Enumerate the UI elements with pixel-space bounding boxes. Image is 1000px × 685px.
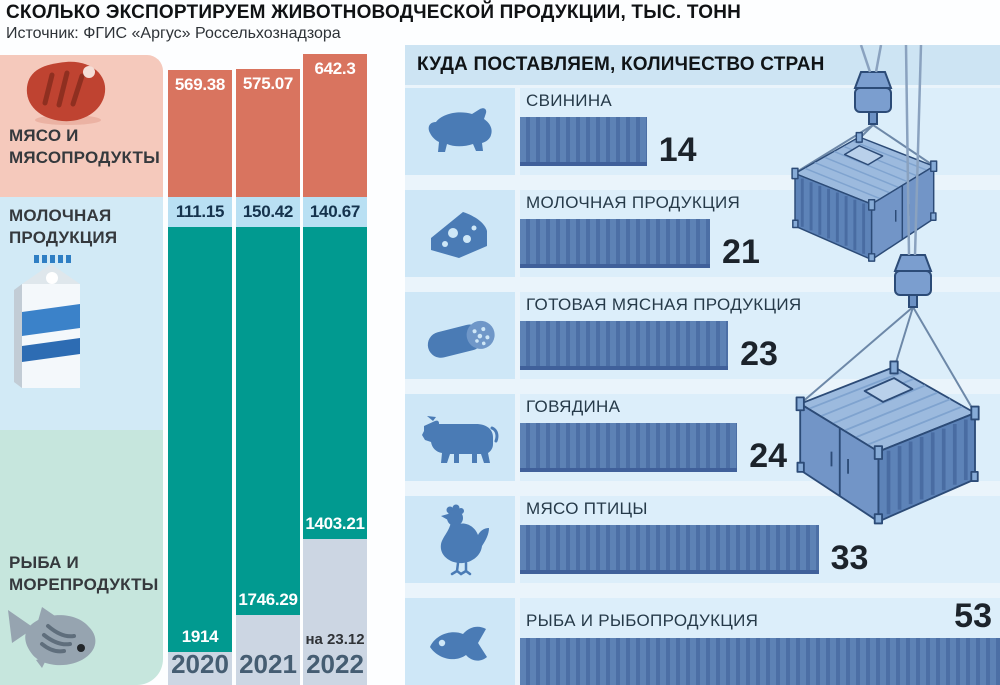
meat-value: 569.38	[174, 75, 226, 95]
row-dairy: МОЛОЧНАЯ ПРОДУКЦИЯ 21	[405, 190, 1000, 277]
bar-column-2020: 2020 1914 111.15 569.38	[168, 0, 232, 685]
country-count-bar	[520, 638, 1000, 685]
fish-bar-2020: 1914	[168, 227, 232, 653]
bar-column-2022: на 23.12 2022 1403.21 140.67 642.3	[303, 0, 367, 685]
fish-bar-2021: 1746.29	[236, 227, 300, 616]
meat-value: 575.07	[242, 74, 294, 94]
page-title: СКОЛЬКО ЭКСПОРТИРУЕМ ЖИВОТНОВОДЧЕСКОЙ ПР…	[6, 2, 742, 23]
dairy-band-2020: 111.15	[168, 197, 232, 227]
year-label: 2021	[239, 649, 297, 679]
bar-column-2021: 2021 1746.29 150.42 575.07	[236, 0, 300, 685]
dairy-value: 140.67	[309, 202, 361, 221]
fish-icon	[6, 598, 101, 673]
country-count: 24	[749, 436, 788, 475]
row-content: РЫБА И РЫБОПРОДУКЦИЯ 53	[520, 598, 1000, 685]
row-content: МЯСО ПТИЦЫ 33	[520, 496, 1000, 583]
meat-value: 642.3	[314, 59, 356, 79]
row-label: ГОТОВАЯ МЯСНАЯ ПРОДУКЦИЯ	[526, 295, 802, 314]
dairy-value: 150.42	[242, 202, 294, 221]
fish-category-panel: РЫБА И МОРЕПРОДУКТЫ	[0, 430, 163, 685]
row-content: СВИНИНА 14	[520, 88, 1000, 175]
destinations-title: КУДА ПОСТАВЛЯЕМ, КОЛИЧЕСТВО СТРАН	[417, 54, 825, 75]
row-label: СВИНИНА	[526, 91, 613, 110]
milk-carton-icon	[12, 252, 90, 392]
row-label: ГОВЯДИНА	[526, 397, 621, 416]
country-count-bar	[520, 423, 738, 472]
row-beef: ГОВЯДИНА 24	[405, 394, 1000, 481]
country-count: 53	[954, 597, 992, 635]
country-count: 23	[740, 334, 778, 373]
source-note: Источник: ФГИС «Аргус» Россельхознадзора	[6, 25, 341, 42]
meat-category-label: МЯСО И МЯСОПРОДУКТЫ	[9, 126, 160, 168]
row-label: МЯСО ПТИЦЫ	[526, 499, 648, 518]
dairy-category-panel: МОЛОЧНАЯ ПРОДУКЦИЯ	[0, 197, 163, 430]
chicken-icon	[405, 496, 515, 583]
country-count: 33	[830, 538, 869, 577]
fish-value: 1403.21	[305, 513, 365, 533]
meat-bar-2022: 642.3	[303, 54, 367, 197]
row-content: МОЛОЧНАЯ ПРОДУКЦИЯ 21	[520, 190, 1000, 277]
row-fish: РЫБА И РЫБОПРОДУКЦИЯ 53	[405, 598, 1000, 685]
row-label: МОЛОЧНАЯ ПРОДУКЦИЯ	[526, 193, 741, 212]
cow-icon	[405, 394, 515, 481]
row-content: ГОТОВАЯ МЯСНАЯ ПРОДУКЦИЯ 23	[520, 292, 1000, 379]
row-pork: СВИНИНА 14	[405, 88, 1000, 175]
year-label: 2020	[171, 649, 229, 679]
meat-category-panel: МЯСО И МЯСОПРОДУКТЫ	[0, 55, 163, 197]
dairy-category-label: МОЛОЧНАЯ ПРОДУКЦИЯ	[9, 206, 118, 248]
meat-bar-2021: 575.07	[236, 69, 300, 197]
country-count-bar	[520, 525, 819, 574]
destinations-panel: КУДА ПОСТАВЛЯЕМ, КОЛИЧЕСТВО СТРАН СВИНИН…	[405, 45, 1000, 685]
cheese-icon	[405, 190, 515, 277]
sausage-icon	[405, 292, 515, 379]
row-content: ГОВЯДИНА 24	[520, 394, 1000, 481]
steak-icon	[22, 59, 112, 127]
country-count-bar	[520, 321, 729, 370]
destinations-header: КУДА ПОСТАВЛЯЕМ, КОЛИЧЕСТВО СТРАН	[405, 45, 1000, 85]
row-label: РЫБА И РЫБОПРОДУКЦИЯ	[526, 611, 759, 631]
dairy-band-2022: 140.67	[303, 197, 367, 227]
fish-value: 1914	[181, 627, 219, 647]
meat-bar-2020: 569.38	[168, 70, 232, 197]
fish-value: 1746.29	[238, 590, 298, 610]
dairy-value: 111.15	[175, 202, 225, 221]
country-count-bar	[520, 219, 711, 268]
country-count: 21	[722, 232, 760, 271]
dairy-band-2021: 150.42	[236, 197, 300, 227]
fish-category-label: РЫБА И МОРЕПРОДУКТЫ	[9, 553, 159, 595]
fish-icon	[405, 598, 515, 685]
year-label: 2022	[306, 649, 364, 679]
country-count-bar	[520, 117, 647, 166]
row-processed-meat: ГОТОВАЯ МЯСНАЯ ПРОДУКЦИЯ 23	[405, 292, 1000, 379]
row-poultry: МЯСО ПТИЦЫ 33	[405, 496, 1000, 583]
as-of-date-note: на 23.12	[305, 631, 365, 648]
fish-bar-2022: 1403.21	[303, 227, 367, 539]
country-count: 14	[658, 130, 697, 169]
pig-icon	[405, 88, 515, 175]
